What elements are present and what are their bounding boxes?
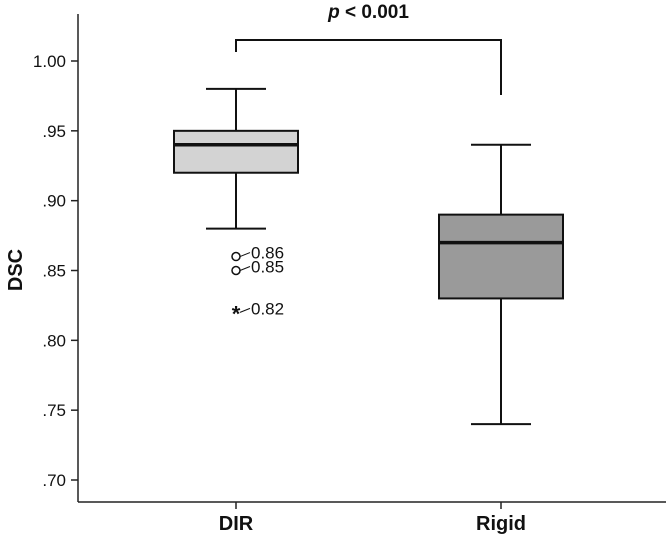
- outlier-leader-line: [239, 266, 251, 271]
- y-tick-label: .90: [42, 192, 66, 211]
- significance-annotation: p < 0.001: [235, 2, 502, 95]
- y-tick-label: .70: [42, 471, 66, 490]
- significance-bracket: [235, 39, 502, 95]
- y-tick-label: .85: [42, 262, 66, 281]
- outlier-marker: [231, 251, 241, 262]
- outlier-label: 0.82: [251, 299, 284, 318]
- x-category-label: DIR: [219, 513, 254, 535]
- outlier-leader-line: [239, 307, 251, 313]
- outlier-marker: [231, 265, 241, 276]
- y-tick-label: .95: [42, 122, 66, 141]
- outlier-label: 0.86: [251, 244, 284, 263]
- iqr-box: [173, 129, 299, 174]
- y-tick-label: .80: [42, 331, 66, 350]
- x-category-label: Rigid: [476, 513, 526, 535]
- y-axis-title: DSC: [5, 249, 27, 291]
- y-tick-label: 1.00: [33, 52, 66, 71]
- y-tick-label: .75: [42, 401, 66, 420]
- significance-label: p < 0.001: [327, 2, 409, 23]
- outlier-label: 0.85: [251, 258, 284, 277]
- iqr-box: [438, 213, 564, 300]
- axes: 1.00 .95 .90 .85 .80 .75 .70 DSC DIR Rigid: [5, 14, 666, 535]
- box-rigid: [438, 143, 564, 426]
- box-series: 0.860.85 * 0.82: [173, 87, 564, 426]
- box-dir: 0.860.85 * 0.82: [173, 87, 299, 326]
- extreme-outlier-marker: *: [232, 301, 241, 326]
- outlier-leader-line: [239, 252, 251, 257]
